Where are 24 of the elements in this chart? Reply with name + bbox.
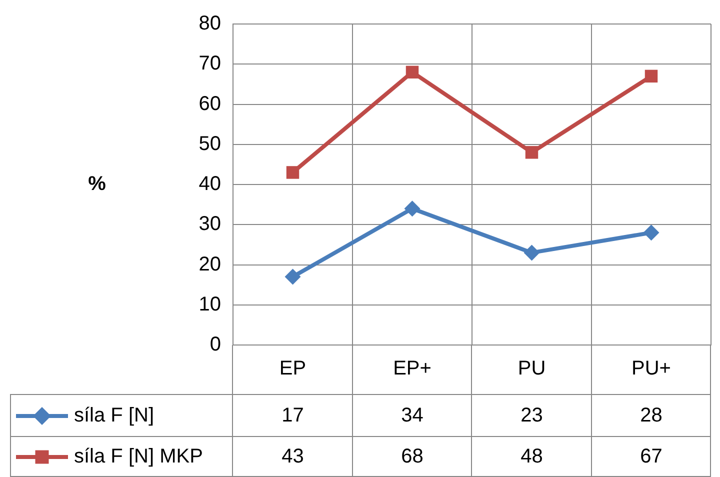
y-tick-label: 80 <box>198 12 221 35</box>
legend-label: síla F [N] <box>74 404 154 427</box>
data-label: 43 <box>282 446 304 468</box>
y-tick-label: 30 <box>198 213 221 236</box>
y-tick-label: 0 <box>210 334 221 356</box>
y-tick-label: 40 <box>198 173 221 196</box>
x-tick-label: PU <box>518 358 546 380</box>
y-tick-label: 70 <box>198 52 221 75</box>
y-tick-label: 20 <box>198 253 221 276</box>
data-label: 68 <box>401 446 424 468</box>
y-tick-label: 10 <box>198 293 221 316</box>
y-tick-label: 50 <box>198 132 221 155</box>
data-label: 34 <box>401 404 424 427</box>
data-label: 17 <box>282 404 304 427</box>
x-tick-label: EP+ <box>393 358 432 380</box>
legend-label: síla F [N] MKP <box>74 446 203 468</box>
x-tick-label: PU+ <box>632 358 671 380</box>
data-label: 48 <box>520 446 543 468</box>
data-label: 28 <box>640 404 662 427</box>
y-axis-title: % <box>88 173 106 196</box>
data-label: 23 <box>520 404 543 427</box>
y-tick-label: 60 <box>198 92 221 115</box>
data-label: 67 <box>640 446 662 468</box>
x-tick-label: EP <box>279 358 306 380</box>
